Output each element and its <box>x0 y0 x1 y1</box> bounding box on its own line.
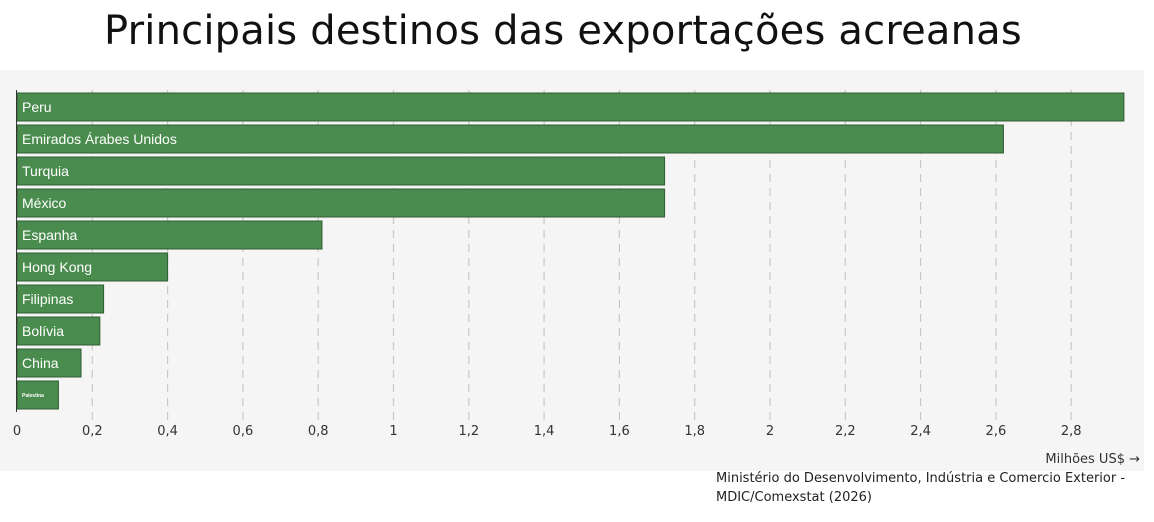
x-tick-label: 2,4 <box>910 424 931 439</box>
x-tick-label: 1,2 <box>458 424 479 439</box>
x-tick-label: 0,6 <box>233 424 254 439</box>
chart-title: Principais destinos das exportações acre… <box>104 8 1022 54</box>
bar-label: Turquia <box>22 163 69 179</box>
bar <box>16 220 323 250</box>
x-tick-label: 2,6 <box>986 424 1007 439</box>
x-tick-label: 1,6 <box>609 424 630 439</box>
bar <box>16 316 101 346</box>
bar-label: Peru <box>22 99 52 115</box>
x-tick-label: 0 <box>13 424 21 439</box>
bar-label: China <box>22 355 59 371</box>
bar <box>16 284 105 314</box>
x-axis-label: Milhões US$ → <box>1045 452 1140 467</box>
x-tick-label: 1,4 <box>534 424 555 439</box>
bar-label: Emirados Árabes Unidos <box>22 131 177 147</box>
x-tick-label: 2,2 <box>835 424 856 439</box>
x-tick-label: 2,8 <box>1061 424 1082 439</box>
bar <box>16 156 666 186</box>
bar <box>16 252 169 282</box>
x-tick-label: 0,8 <box>308 424 329 439</box>
bar <box>16 380 59 410</box>
x-axis-ticks: 0 0,2 0,4 0,6 0,8 1 1,2 1,4 1,6 1,8 2 2,2 2,4 2,6 2,8 <box>13 424 1082 439</box>
bar-label: Hong Kong <box>22 259 92 275</box>
x-tick-label: 0,4 <box>157 424 178 439</box>
bar-chart: Peru Emirados Árabes Unidos Turquia México E… <box>13 90 1140 467</box>
x-tick-label: 2 <box>766 424 774 439</box>
x-tick-label: 1,8 <box>684 424 705 439</box>
source-note: Ministério do Desenvolvimento, Indústria… <box>716 471 1126 505</box>
bar-label: Espanha <box>22 227 77 243</box>
bar <box>16 188 666 218</box>
bar-label: México <box>22 195 67 211</box>
bar <box>16 92 1125 122</box>
bars: Peru Emirados Árabes Unidos Turquia México E… <box>16 92 1125 410</box>
bar-label: Bolívia <box>22 323 64 339</box>
bar <box>16 348 82 378</box>
bar-label: Palestina <box>22 393 44 399</box>
bar <box>16 124 1004 154</box>
x-tick-label: 0,2 <box>82 424 103 439</box>
x-tick-label: 1 <box>389 424 397 439</box>
bar-label: Filipinas <box>22 291 73 307</box>
